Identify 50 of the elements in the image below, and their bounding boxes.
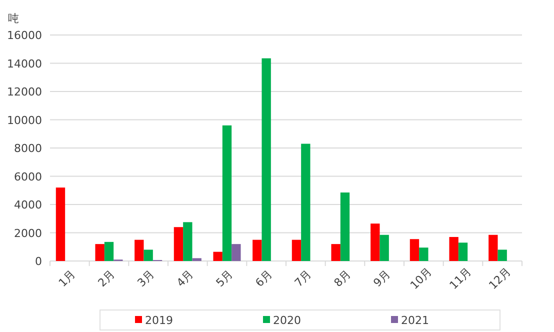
- bar: [174, 227, 184, 261]
- x-tick-label: 6月: [252, 268, 275, 290]
- y-tick-label: 6000: [14, 170, 42, 184]
- bar: [95, 244, 104, 261]
- bar: [192, 258, 202, 261]
- bar: [292, 240, 302, 261]
- x-tick-label: 3月: [134, 268, 157, 290]
- bar: [380, 234, 389, 261]
- bar: [222, 125, 232, 261]
- bar: [458, 242, 468, 261]
- y-tick-label: 14000: [7, 57, 42, 70]
- y-tick-label: 0: [35, 255, 42, 268]
- x-tick-label: 4月: [174, 268, 196, 290]
- bar: [419, 248, 428, 261]
- y-axis-title: 吨: [8, 12, 19, 25]
- bar: [104, 242, 114, 261]
- y-tick-label: 16000: [7, 29, 42, 42]
- x-tick-label: 8月: [332, 268, 354, 290]
- bar: [331, 244, 340, 261]
- y-tick-label: 12000: [7, 86, 42, 98]
- y-tick-label: 8000: [14, 142, 42, 155]
- bar: [301, 144, 310, 261]
- x-tick-label: 2月: [96, 268, 118, 290]
- bar: [340, 192, 350, 261]
- x-tick-label: 5月: [214, 268, 236, 290]
- bar: [144, 250, 153, 261]
- bar: [232, 244, 241, 261]
- x-tick-label: 9月: [370, 268, 393, 290]
- x-tick-label: 11月: [447, 265, 474, 292]
- x-tick-label: 12月: [486, 265, 514, 292]
- bar: [213, 252, 222, 261]
- bar: [262, 58, 271, 261]
- bar: [498, 250, 507, 261]
- y-tick-label: 10000: [7, 114, 42, 127]
- bar: [449, 236, 458, 261]
- bar: [252, 240, 262, 261]
- y-tick-label: 4000: [14, 198, 42, 212]
- x-tick-label: 1月: [56, 268, 78, 290]
- y-tick-label: 2000: [14, 226, 42, 240]
- bar: [410, 239, 420, 261]
- x-tick-label: 10月: [408, 265, 435, 292]
- bar: [488, 234, 498, 261]
- bar: [183, 222, 192, 261]
- legend-label: 2019: [145, 314, 173, 327]
- bar: [56, 188, 66, 261]
- legend-label: 2020: [273, 314, 301, 327]
- bar: [370, 224, 380, 261]
- legend-label: 2021: [401, 314, 429, 327]
- x-tick-label: 7月: [292, 268, 314, 290]
- bar: [134, 240, 144, 261]
